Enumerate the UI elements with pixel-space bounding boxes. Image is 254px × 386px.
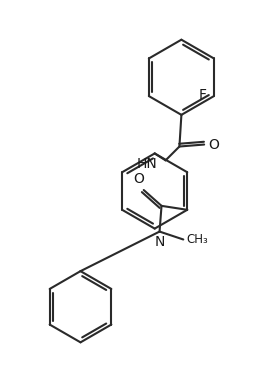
Text: N: N bbox=[154, 235, 165, 249]
Text: O: O bbox=[208, 137, 219, 152]
Text: CH₃: CH₃ bbox=[186, 233, 208, 246]
Text: F: F bbox=[199, 88, 207, 102]
Text: O: O bbox=[133, 172, 144, 186]
Text: HN: HN bbox=[137, 157, 158, 171]
